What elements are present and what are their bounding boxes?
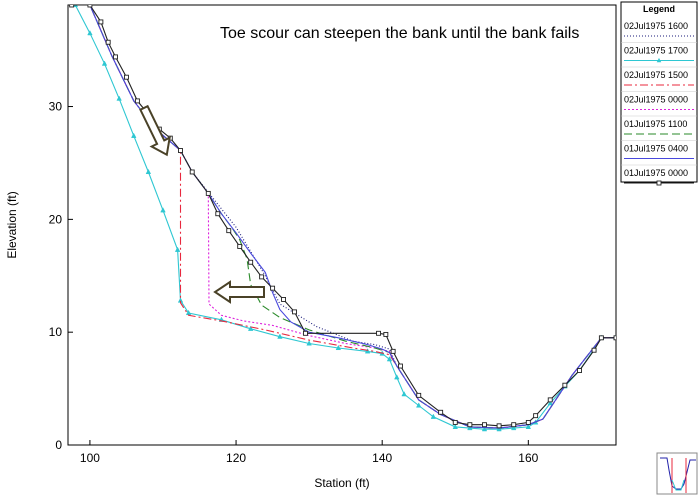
section-thumbnail <box>656 452 698 495</box>
data-point <box>591 347 597 353</box>
data-point <box>178 148 183 153</box>
data-point <box>547 397 553 403</box>
data-point <box>69 5 75 8</box>
data-point <box>525 419 531 425</box>
x-tick-label: 120 <box>226 451 246 465</box>
data-point <box>547 400 553 406</box>
series-line <box>68 5 616 430</box>
data-point <box>248 259 254 265</box>
data-point <box>386 356 393 362</box>
data-point <box>303 330 308 336</box>
data-point <box>598 335 604 341</box>
data-point <box>376 330 381 336</box>
data-point <box>430 413 437 419</box>
data-point <box>401 391 407 397</box>
data-point <box>134 98 140 104</box>
data-point <box>482 422 487 428</box>
legend-label: 02Jul1975 1700 <box>624 46 688 56</box>
legend-label: 02Jul1975 1500 <box>624 70 688 80</box>
x-tick-label: 100 <box>80 451 100 465</box>
data-point <box>398 363 403 369</box>
legend-label: 02Jul1975 1600 <box>624 21 688 31</box>
data-point <box>205 190 211 196</box>
data-point <box>335 344 342 351</box>
data-point <box>364 348 371 354</box>
data-point <box>452 419 458 425</box>
data-point <box>215 211 221 217</box>
data-point <box>101 60 108 66</box>
plot-area <box>67 4 617 446</box>
left-arrow-icon <box>213 280 265 304</box>
data-point <box>496 423 502 429</box>
data-point <box>467 424 473 431</box>
data-point <box>113 54 118 60</box>
legend-label: 01Jul1975 1100 <box>624 119 687 129</box>
data-point <box>98 19 104 25</box>
data-point <box>383 331 389 337</box>
data-point <box>394 374 400 380</box>
data-point <box>511 422 517 428</box>
x-tick-label: 160 <box>518 451 538 465</box>
data-point <box>496 426 502 432</box>
data-point <box>467 422 473 428</box>
data-point <box>259 274 265 280</box>
data-point <box>577 368 582 373</box>
legend-item: 01Jul1975 0400 <box>621 140 697 159</box>
y-tick-label: 0 <box>55 438 62 452</box>
data-point <box>390 348 396 354</box>
legend-item: 02Jul1975 1700 <box>621 42 697 63</box>
x-axis-title: Station (ft) <box>314 476 369 490</box>
data-point <box>306 340 312 346</box>
data-point <box>452 423 458 429</box>
data-point <box>124 74 129 80</box>
chart-annotation: Toe scour can steepen the bank until the… <box>220 25 579 42</box>
legend-item: 02Jul1975 1500 <box>621 66 697 86</box>
data-point <box>438 409 444 415</box>
data-point <box>247 325 254 331</box>
series-6 <box>68 5 616 429</box>
data-point <box>270 285 276 291</box>
data-point <box>105 39 111 45</box>
legend-item: 01Jul1975 0000 <box>621 164 697 186</box>
data-point <box>87 5 93 8</box>
data-point <box>416 402 422 408</box>
y-tick-label: 20 <box>49 212 63 226</box>
data-point <box>292 309 297 315</box>
legend-label: 02Jul1975 0000 <box>624 95 688 105</box>
series-1 <box>68 5 616 432</box>
series-line <box>68 5 616 429</box>
data-point <box>160 207 166 213</box>
data-point <box>562 382 568 388</box>
data-point <box>533 413 539 419</box>
legend-item: 01Jul1975 1100 <box>621 115 697 135</box>
y-tick-label: 10 <box>49 325 63 339</box>
data-point <box>226 228 232 234</box>
data-point <box>281 297 286 302</box>
data-point <box>87 30 93 36</box>
data-point <box>613 335 616 341</box>
legend-label: 01Jul1975 0400 <box>624 144 688 154</box>
data-point <box>131 132 137 138</box>
data-point <box>189 169 195 175</box>
y-axis-title: Elevation (ft) <box>5 191 19 258</box>
data-point <box>277 333 283 339</box>
legend: Legend 02Jul1975 1600 02Jul1975 1700 02Jul… <box>620 1 698 186</box>
y-tick-label: 30 <box>49 100 63 114</box>
data-point <box>116 95 122 101</box>
legend-item: 02Jul1975 1600 <box>624 21 694 37</box>
data-point <box>525 423 532 429</box>
data-point <box>174 246 181 252</box>
data-point <box>145 168 152 175</box>
data-point <box>416 392 422 398</box>
x-tick-label: 140 <box>372 451 392 465</box>
legend-item: 02Jul1975 0000 <box>621 91 697 110</box>
legend-title: Legend <box>643 4 675 14</box>
down-arrow-icon <box>139 104 171 157</box>
series-5 <box>68 5 616 429</box>
data-point <box>510 424 517 431</box>
legend-label: 01Jul1975 0000 <box>624 168 688 178</box>
data-point <box>237 243 243 249</box>
data-point <box>481 426 488 432</box>
